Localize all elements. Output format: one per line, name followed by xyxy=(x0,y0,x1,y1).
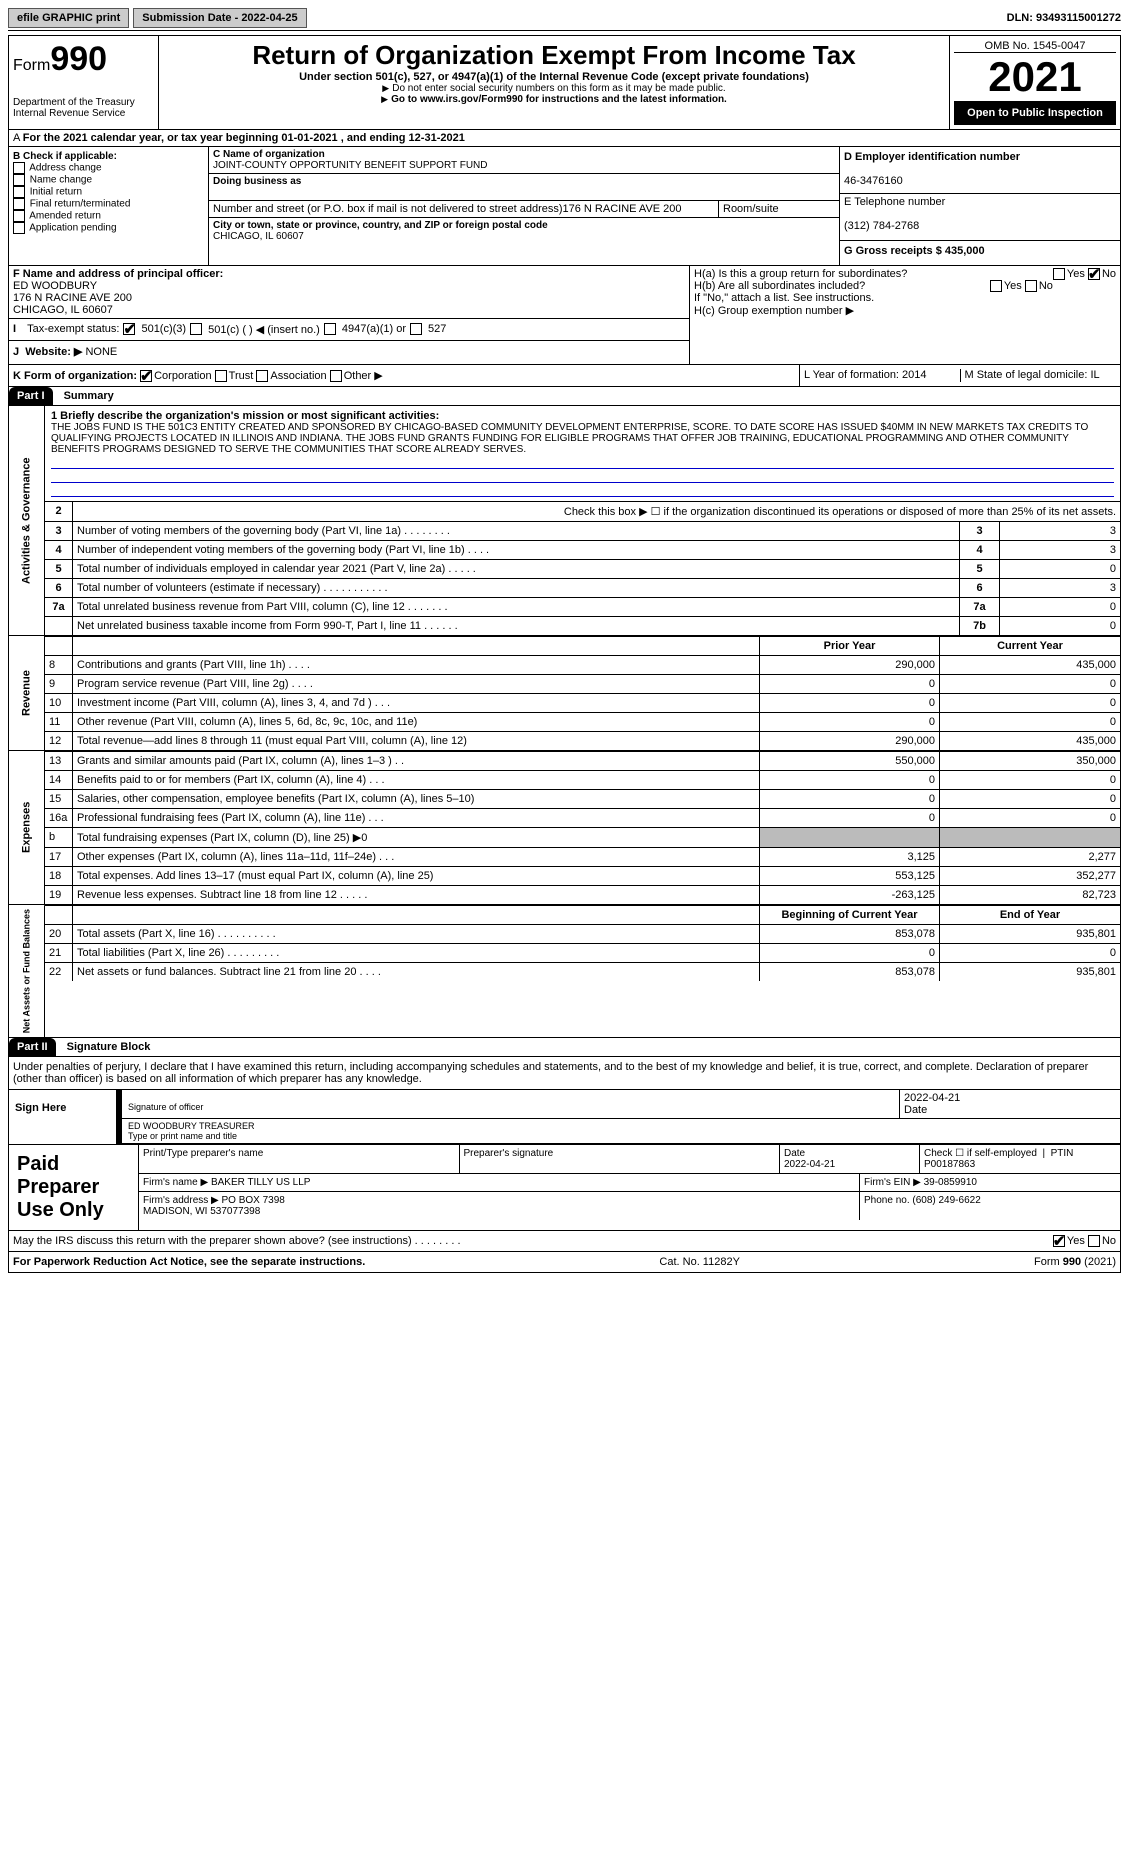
firm-name: Firm's name ▶ BAKER TILLY US LLP xyxy=(139,1174,860,1191)
org-name: JOINT-COUNTY OPPORTUNITY BENEFIT SUPPORT… xyxy=(213,160,487,171)
form-word: Form xyxy=(13,57,50,74)
top-bar: efile GRAPHIC print Submission Date - 20… xyxy=(8,8,1121,31)
table-row: 10Investment income (Part VIII, column (… xyxy=(45,693,1120,712)
sig-date: 2022-04-21 xyxy=(904,1092,960,1104)
table-row: 17Other expenses (Part IX, column (A), l… xyxy=(45,847,1120,866)
form-subtitle: Under section 501(c), 527, or 4947(a)(1)… xyxy=(163,71,945,83)
checkbox-527[interactable] xyxy=(410,323,422,335)
section-b-checklist: B Check if applicable: Address change Na… xyxy=(9,147,209,265)
paid-preparer-label: Paid Preparer Use Only xyxy=(9,1145,139,1230)
expenses-label: Expenses xyxy=(9,751,45,904)
part-ii-badge: Part II xyxy=(9,1038,56,1056)
officer-name: ED WOODBURY xyxy=(13,280,97,292)
table-row: 19Revenue less expenses. Subtract line 1… xyxy=(45,885,1120,904)
dln-label: DLN: 93493115001272 xyxy=(1007,12,1121,24)
checkbox-discuss-no[interactable] xyxy=(1088,1235,1100,1247)
checkbox-4947a1[interactable] xyxy=(324,323,336,335)
firm-address: Firm's address ▶ PO BOX 7398 MADISON, WI… xyxy=(139,1192,860,1220)
table-row: 18Total expenses. Add lines 13–17 (must … xyxy=(45,866,1120,885)
checkbox-discuss-yes[interactable] xyxy=(1053,1235,1065,1247)
table-row: 6Total number of volunteers (estimate if… xyxy=(45,578,1120,597)
checkbox-application-pending[interactable] xyxy=(13,222,25,234)
form-id-cell: Form990 Department of the Treasury Inter… xyxy=(9,36,159,129)
entity-block: B Check if applicable: Address change Na… xyxy=(8,147,1121,266)
net-assets-label: Net Assets or Fund Balances xyxy=(9,905,45,1037)
open-public-badge: Open to Public Inspection xyxy=(954,101,1116,125)
checkbox-501c3[interactable] xyxy=(123,323,135,335)
firm-ein: Firm's EIN ▶ 39-0859910 xyxy=(860,1174,1120,1191)
state-domicile: M State of legal domicile: IL xyxy=(961,369,1117,382)
ssn-warning: Do not enter social security numbers on … xyxy=(163,83,945,94)
revenue-label: Revenue xyxy=(9,636,45,750)
checkbox-corp[interactable] xyxy=(140,370,152,382)
tax-year: 2021 xyxy=(954,53,1116,101)
submission-date-button[interactable]: Submission Date - 2022-04-25 xyxy=(133,8,306,28)
street-address: 176 N RACINE AVE 200 xyxy=(563,203,682,215)
omb-number: OMB No. 1545-0047 xyxy=(954,40,1116,53)
form-header: Form990 Department of the Treasury Inter… xyxy=(8,35,1121,130)
table-row: 22Net assets or fund balances. Subtract … xyxy=(45,962,1120,981)
activities-governance-label: Activities & Governance xyxy=(9,406,45,635)
checkbox-amended-return[interactable] xyxy=(13,210,25,222)
irs-label: Internal Revenue Service xyxy=(13,108,154,119)
table-row: 15Salaries, other compensation, employee… xyxy=(45,789,1120,808)
efile-print-button[interactable]: efile GRAPHIC print xyxy=(8,8,129,28)
table-row: bTotal fundraising expenses (Part IX, co… xyxy=(45,827,1120,847)
telephone: (312) 784-2768 xyxy=(844,220,919,232)
table-row: 21Total liabilities (Part X, line 26) . … xyxy=(45,943,1120,962)
goto-link[interactable]: Go to www.irs.gov/Form990 for instructio… xyxy=(163,94,945,105)
line-a-calendar-year: A For the 2021 calendar year, or tax yea… xyxy=(8,130,1121,147)
firm-phone: Phone no. (608) 249-6622 xyxy=(860,1192,1120,1220)
table-row: 5Total number of individuals employed in… xyxy=(45,559,1120,578)
checkbox-ha-yes[interactable] xyxy=(1053,268,1065,280)
table-row: Net unrelated business taxable income fr… xyxy=(45,616,1120,635)
table-row: 16aProfessional fundraising fees (Part I… xyxy=(45,808,1120,827)
perjury-declaration: Under penalties of perjury, I declare th… xyxy=(9,1057,1120,1090)
mission-text: THE JOBS FUND IS THE 501C3 ENTITY CREATE… xyxy=(51,422,1114,455)
checkbox-hb-yes[interactable] xyxy=(990,280,1002,292)
table-row: 14Benefits paid to or for members (Part … xyxy=(45,770,1120,789)
form-number: 990 xyxy=(50,40,107,78)
part-i-badge: Part I xyxy=(9,387,53,405)
checkbox-assoc[interactable] xyxy=(256,370,268,382)
officer-name-title: ED WOODBURY TREASURER xyxy=(128,1121,255,1131)
checkbox-other[interactable] xyxy=(330,370,342,382)
checkbox-hb-no[interactable] xyxy=(1025,280,1037,292)
table-row: 11Other revenue (Part VIII, column (A), … xyxy=(45,712,1120,731)
year-formation: L Year of formation: 2014 xyxy=(804,369,961,382)
table-row: 4Number of independent voting members of… xyxy=(45,540,1120,559)
checkbox-ha-no[interactable] xyxy=(1088,268,1100,280)
ein-value: 46-3476160 xyxy=(844,175,903,187)
checkbox-trust[interactable] xyxy=(215,370,227,382)
checkbox-initial-return[interactable] xyxy=(13,186,25,198)
table-row: 12Total revenue—add lines 8 through 11 (… xyxy=(45,731,1120,750)
checkbox-name-change[interactable] xyxy=(13,174,25,186)
table-row: 20Total assets (Part X, line 16) . . . .… xyxy=(45,924,1120,943)
table-row: 8Contributions and grants (Part VIII, li… xyxy=(45,655,1120,674)
table-row: 9Program service revenue (Part VIII, lin… xyxy=(45,674,1120,693)
table-row: 7aTotal unrelated business revenue from … xyxy=(45,597,1120,616)
paperwork-notice: For Paperwork Reduction Act Notice, see … xyxy=(13,1256,365,1268)
checkbox-address-change[interactable] xyxy=(13,162,25,174)
website: NONE xyxy=(85,346,117,358)
form-title: Return of Organization Exempt From Incom… xyxy=(163,40,945,71)
checkbox-final-return[interactable] xyxy=(13,198,25,210)
gross-receipts: G Gross receipts $ 435,000 xyxy=(844,245,985,257)
sign-here-label: Sign Here xyxy=(9,1090,119,1144)
cat-no: Cat. No. 11282Y xyxy=(659,1256,740,1268)
table-row: 3Number of voting members of the governi… xyxy=(45,521,1120,540)
form-footer: Form 990 (2021) xyxy=(1034,1256,1116,1268)
dept-label: Department of the Treasury xyxy=(13,97,154,108)
table-row: 13Grants and similar amounts paid (Part … xyxy=(45,751,1120,770)
city-state-zip: CHICAGO, IL 60607 xyxy=(213,231,304,242)
checkbox-501c[interactable] xyxy=(190,323,202,335)
